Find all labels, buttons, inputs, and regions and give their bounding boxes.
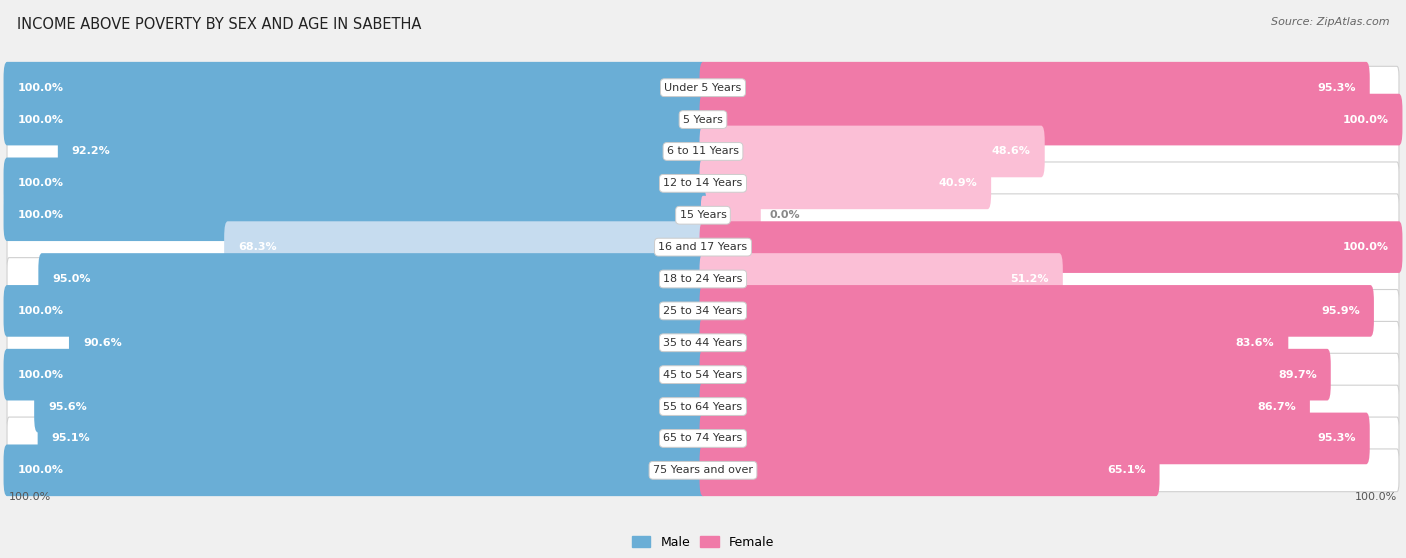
Text: 100.0%: 100.0% (1354, 492, 1398, 502)
Text: 100.0%: 100.0% (17, 179, 63, 189)
FancyBboxPatch shape (7, 226, 1399, 268)
FancyBboxPatch shape (7, 162, 1399, 205)
FancyBboxPatch shape (4, 445, 706, 496)
Text: 40.9%: 40.9% (938, 179, 977, 189)
Text: 12 to 14 Years: 12 to 14 Years (664, 179, 742, 189)
FancyBboxPatch shape (7, 130, 1399, 173)
Text: 95.6%: 95.6% (48, 402, 87, 412)
FancyBboxPatch shape (38, 412, 706, 464)
Text: 100.0%: 100.0% (1343, 242, 1389, 252)
Text: Source: ZipAtlas.com: Source: ZipAtlas.com (1271, 17, 1389, 27)
Text: 15 Years: 15 Years (679, 210, 727, 220)
FancyBboxPatch shape (7, 66, 1399, 109)
FancyBboxPatch shape (4, 62, 706, 113)
FancyBboxPatch shape (7, 385, 1399, 428)
Text: 100.0%: 100.0% (17, 306, 63, 316)
FancyBboxPatch shape (4, 349, 706, 401)
Text: 65 to 74 Years: 65 to 74 Years (664, 434, 742, 444)
Text: 95.1%: 95.1% (52, 434, 90, 444)
Text: 90.6%: 90.6% (83, 338, 122, 348)
Text: 51.2%: 51.2% (1011, 274, 1049, 284)
FancyBboxPatch shape (700, 381, 1310, 432)
FancyBboxPatch shape (700, 94, 1402, 146)
Text: 100.0%: 100.0% (8, 492, 52, 502)
FancyBboxPatch shape (7, 321, 1399, 364)
FancyBboxPatch shape (4, 285, 706, 336)
FancyBboxPatch shape (7, 353, 1399, 396)
Text: 0.0%: 0.0% (769, 210, 800, 220)
FancyBboxPatch shape (7, 258, 1399, 300)
FancyBboxPatch shape (702, 196, 761, 235)
Text: 95.9%: 95.9% (1322, 306, 1360, 316)
Text: 100.0%: 100.0% (1343, 114, 1389, 124)
FancyBboxPatch shape (38, 253, 706, 305)
FancyBboxPatch shape (700, 157, 991, 209)
FancyBboxPatch shape (34, 381, 706, 432)
Text: Under 5 Years: Under 5 Years (665, 83, 741, 93)
Text: 6 to 11 Years: 6 to 11 Years (666, 146, 740, 156)
FancyBboxPatch shape (700, 445, 1160, 496)
Legend: Male, Female: Male, Female (627, 531, 779, 554)
Text: 95.3%: 95.3% (1317, 434, 1355, 444)
FancyBboxPatch shape (224, 222, 706, 273)
FancyBboxPatch shape (7, 194, 1399, 237)
Text: 100.0%: 100.0% (17, 465, 63, 475)
Text: 95.0%: 95.0% (52, 274, 91, 284)
FancyBboxPatch shape (700, 317, 1288, 369)
Text: 45 to 54 Years: 45 to 54 Years (664, 369, 742, 379)
FancyBboxPatch shape (700, 126, 1045, 177)
FancyBboxPatch shape (7, 417, 1399, 460)
Text: 100.0%: 100.0% (17, 369, 63, 379)
FancyBboxPatch shape (7, 290, 1399, 332)
FancyBboxPatch shape (700, 253, 1063, 305)
Text: INCOME ABOVE POVERTY BY SEX AND AGE IN SABETHA: INCOME ABOVE POVERTY BY SEX AND AGE IN S… (17, 17, 422, 32)
FancyBboxPatch shape (58, 126, 706, 177)
Text: 68.3%: 68.3% (238, 242, 277, 252)
FancyBboxPatch shape (700, 412, 1369, 464)
Text: 16 and 17 Years: 16 and 17 Years (658, 242, 748, 252)
Text: 65.1%: 65.1% (1107, 465, 1146, 475)
Text: 92.2%: 92.2% (72, 146, 111, 156)
FancyBboxPatch shape (7, 98, 1399, 141)
FancyBboxPatch shape (700, 62, 1369, 113)
Text: 95.3%: 95.3% (1317, 83, 1355, 93)
FancyBboxPatch shape (700, 349, 1330, 401)
Text: 75 Years and over: 75 Years and over (652, 465, 754, 475)
Text: 100.0%: 100.0% (17, 210, 63, 220)
Text: 89.7%: 89.7% (1278, 369, 1317, 379)
Text: 55 to 64 Years: 55 to 64 Years (664, 402, 742, 412)
FancyBboxPatch shape (700, 285, 1374, 336)
Text: 83.6%: 83.6% (1236, 338, 1274, 348)
FancyBboxPatch shape (4, 94, 706, 146)
Text: 100.0%: 100.0% (17, 114, 63, 124)
Text: 48.6%: 48.6% (991, 146, 1031, 156)
Text: 25 to 34 Years: 25 to 34 Years (664, 306, 742, 316)
FancyBboxPatch shape (4, 157, 706, 209)
FancyBboxPatch shape (69, 317, 706, 369)
Text: 86.7%: 86.7% (1257, 402, 1296, 412)
FancyBboxPatch shape (700, 222, 1402, 273)
FancyBboxPatch shape (7, 449, 1399, 492)
Text: 100.0%: 100.0% (17, 83, 63, 93)
FancyBboxPatch shape (4, 189, 706, 241)
Text: 35 to 44 Years: 35 to 44 Years (664, 338, 742, 348)
Text: 18 to 24 Years: 18 to 24 Years (664, 274, 742, 284)
Text: 5 Years: 5 Years (683, 114, 723, 124)
